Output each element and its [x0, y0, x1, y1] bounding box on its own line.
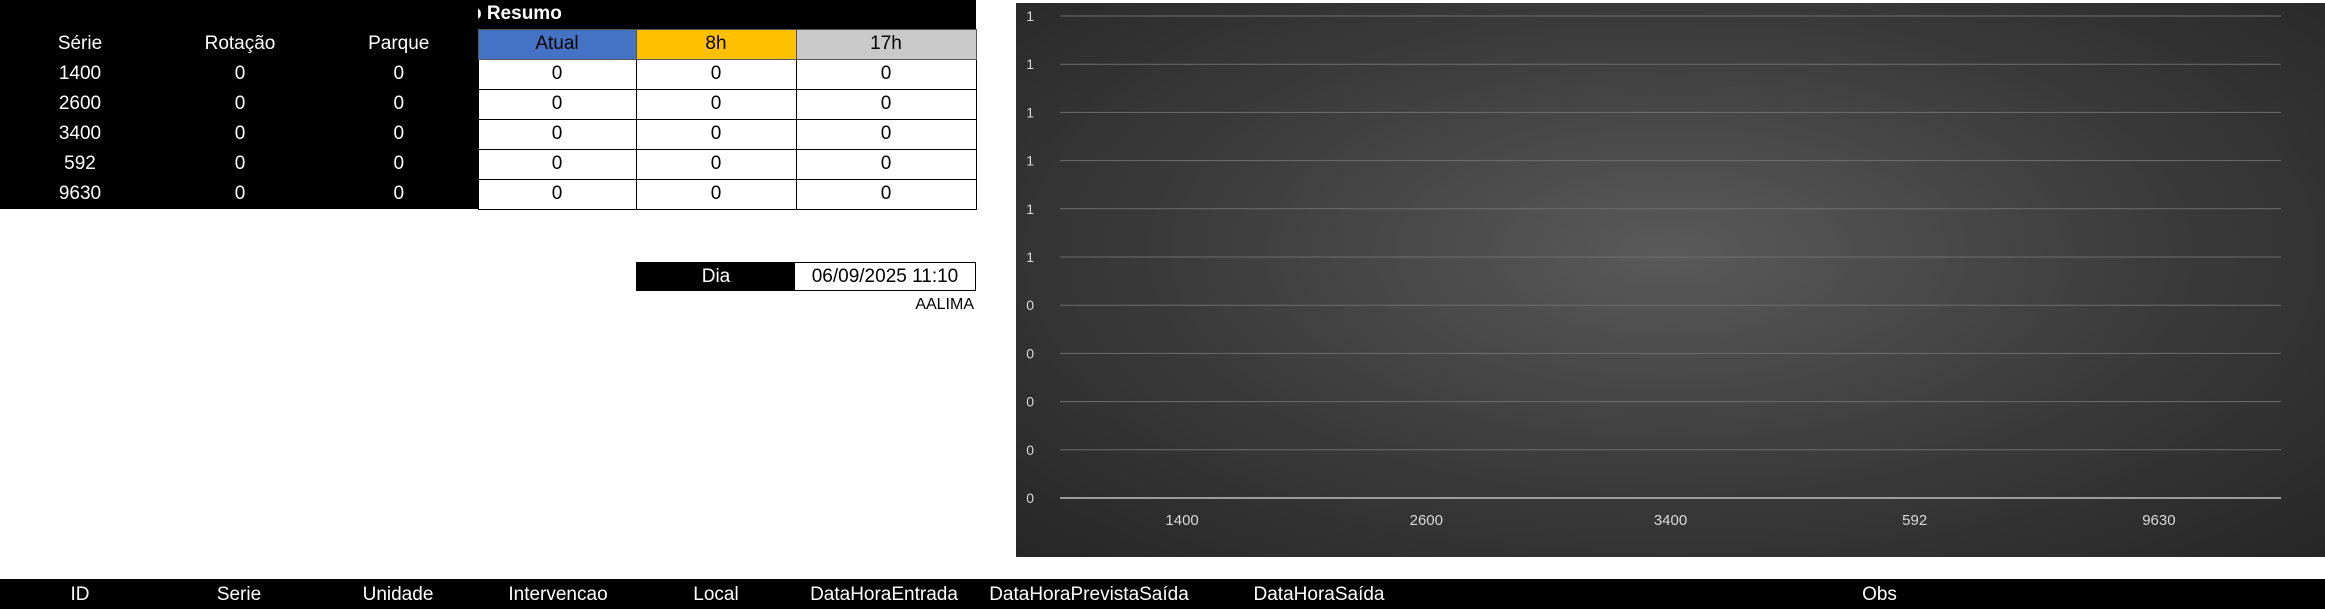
- cell-atual[interactable]: 0: [477, 88, 637, 120]
- y-tick-label: 1: [1026, 56, 1034, 72]
- cell-serie[interactable]: 9630: [0, 179, 160, 209]
- col-obs[interactable]: Obs: [1862, 584, 1897, 605]
- cell-17h[interactable]: 0: [795, 88, 977, 120]
- col-datahoraentrada[interactable]: DataHoraEntrada: [810, 584, 958, 605]
- col-local[interactable]: Local: [693, 584, 739, 605]
- chart-area[interactable]: 0 0 0 0 0 1 1 1 1 1 1 1400 2600 3400 592 9630: [1016, 3, 2325, 557]
- cell-17h[interactable]: 0: [795, 58, 977, 90]
- cell-rotacao[interactable]: 0: [160, 89, 320, 119]
- cell-8h[interactable]: 0: [635, 148, 797, 180]
- cell-atual[interactable]: 0: [477, 178, 637, 210]
- y-tick-label: 1: [1026, 153, 1034, 169]
- x-tick-label: 1400: [1165, 512, 1198, 529]
- dia-value[interactable]: 06/09/2025 11:10: [795, 263, 975, 290]
- y-tick-label: 1: [1026, 201, 1034, 217]
- y-tick-label: 0: [1026, 345, 1034, 361]
- summary-row: 2600 0 0 0 0 0: [0, 88, 977, 120]
- y-tick-label: 1: [1026, 249, 1034, 265]
- cell-parque[interactable]: 0: [320, 149, 478, 179]
- cell-17h[interactable]: 0: [795, 118, 977, 150]
- x-tick-label: 3400: [1654, 512, 1687, 529]
- summary-title: Quadro Resumo: [478, 0, 976, 29]
- cell-atual[interactable]: 0: [477, 148, 637, 180]
- cell-parque[interactable]: 0: [320, 119, 478, 149]
- header-17h: 17h: [795, 28, 977, 60]
- col-id[interactable]: ID: [70, 584, 90, 605]
- summary-header-row: Série Rotação Parque Atual 8h 17h: [0, 28, 977, 60]
- cell-serie[interactable]: 3400: [0, 119, 160, 149]
- bar-chart: 0 0 0 0 0 1 1 1 1 1 1 1400 2600 3400 592 9630: [1026, 8, 2281, 529]
- summary-table: Quadro Resumo Série Rotação Parque Atual…: [0, 0, 977, 210]
- summary-title-spacer: [0, 0, 478, 29]
- summary-row: 9630 0 0 0 0 0: [0, 178, 977, 210]
- cell-atual[interactable]: 0: [477, 118, 637, 150]
- y-tick-label: 0: [1026, 490, 1034, 506]
- cell-8h[interactable]: 0: [635, 58, 797, 90]
- dia-label: Dia: [637, 263, 795, 290]
- cell-serie[interactable]: 2600: [0, 89, 160, 119]
- cell-17h[interactable]: 0: [795, 178, 977, 210]
- cell-rotacao[interactable]: 0: [160, 149, 320, 179]
- y-tick-label: 1: [1026, 8, 1034, 24]
- user-label: AALIMA: [915, 296, 974, 313]
- cell-8h[interactable]: 0: [635, 88, 797, 120]
- cell-parque[interactable]: 0: [320, 59, 478, 89]
- cell-8h[interactable]: 0: [635, 178, 797, 210]
- cell-atual[interactable]: 0: [477, 58, 637, 90]
- summary-row: 592 0 0 0 0 0: [0, 148, 977, 180]
- cell-parque[interactable]: 0: [320, 89, 478, 119]
- header-atual: Atual: [477, 28, 637, 60]
- summary-row: 1400 0 0 0 0 0: [0, 58, 977, 90]
- header-serie: Série: [0, 29, 160, 59]
- cell-rotacao[interactable]: 0: [160, 179, 320, 209]
- header-parque: Parque: [320, 29, 478, 59]
- x-tick-label: 592: [1902, 512, 1927, 529]
- cell-17h[interactable]: 0: [795, 148, 977, 180]
- header-rotacao: Rotação: [160, 29, 320, 59]
- x-tick-label: 2600: [1410, 512, 1443, 529]
- cell-serie[interactable]: 592: [0, 149, 160, 179]
- dia-box: Dia 06/09/2025 11:10: [636, 262, 976, 291]
- records-table-header: ID Serie Unidade Intervencao Local DataH…: [0, 579, 2325, 609]
- col-datahoraprevistasaida[interactable]: DataHoraPrevistaSaída: [989, 584, 1189, 605]
- summary-row: 3400 0 0 0 0 0: [0, 118, 977, 150]
- cell-rotacao[interactable]: 0: [160, 59, 320, 89]
- cell-rotacao[interactable]: 0: [160, 119, 320, 149]
- col-serie[interactable]: Serie: [216, 584, 262, 605]
- cell-8h[interactable]: 0: [635, 118, 797, 150]
- col-intervencao[interactable]: Intervencao: [508, 584, 608, 605]
- col-datahorasaida[interactable]: DataHoraSaída: [1253, 584, 1385, 605]
- y-tick-label: 1: [1026, 104, 1034, 120]
- y-tick-label: 0: [1026, 297, 1034, 313]
- header-8h: 8h: [635, 28, 797, 60]
- x-tick-label: 9630: [2142, 512, 2175, 529]
- y-tick-label: 0: [1026, 394, 1034, 410]
- cell-parque[interactable]: 0: [320, 179, 478, 209]
- y-tick-label: 0: [1026, 442, 1034, 458]
- col-unidade[interactable]: Unidade: [362, 584, 434, 605]
- cell-serie[interactable]: 1400: [0, 59, 160, 89]
